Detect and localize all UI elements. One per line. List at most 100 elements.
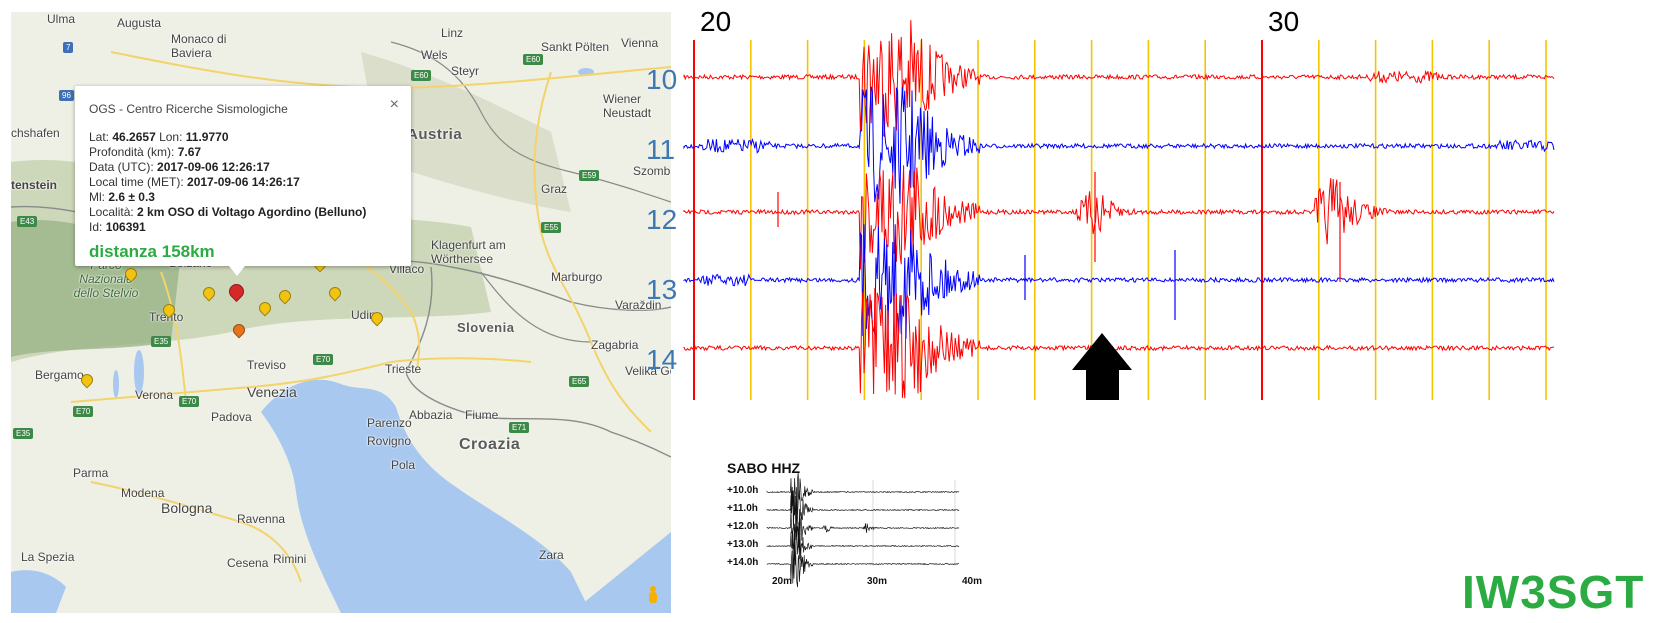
city-label: Treviso xyxy=(247,358,286,372)
distance-label: distanza 158km xyxy=(89,242,215,261)
city-label: Padova xyxy=(211,410,252,424)
minute-label: 30 xyxy=(1268,6,1300,37)
city-label: Wiener Neustadt xyxy=(603,92,652,120)
city-label: Steyr xyxy=(451,64,480,78)
inset-plot xyxy=(766,472,960,588)
road-shield: E35 xyxy=(151,336,172,347)
seismic-trace xyxy=(683,165,1555,270)
hour-label: 10 xyxy=(646,64,678,95)
popup-key: Data (UTC): xyxy=(89,160,158,174)
popup-value: 46.2657 xyxy=(112,130,156,144)
city-label: Varaždin xyxy=(615,298,662,312)
hour-label: 14 xyxy=(646,344,678,375)
city-label: Velika Gor xyxy=(625,364,671,378)
popup-key: Profondità (km): xyxy=(89,145,178,159)
city-label: Wels xyxy=(421,48,448,62)
popup-row: Ml: 2.6 ± 0.3 xyxy=(89,190,155,204)
popup-row: Profondità (km): 7.67 xyxy=(89,145,201,159)
city-label: Parma xyxy=(73,466,109,480)
station-callsign: IW3SGT xyxy=(1462,566,1645,618)
city-label: Rimini xyxy=(273,552,307,566)
popup-key: Località: xyxy=(89,205,138,219)
inset-row-label: +14.0h xyxy=(727,557,759,568)
seismogram-panel: 20 30 10 11 12 13 14 xyxy=(646,0,1655,440)
seismogram-plot xyxy=(683,20,1555,400)
minute-label: 20 xyxy=(700,6,732,37)
city-label: tenstein xyxy=(11,178,58,192)
city-label: Augusta xyxy=(117,16,162,30)
map-panel[interactable]: Ulma Augusta Monaco di Baviera Linz Sank… xyxy=(11,12,671,613)
popup-row: Local time (MET): 2017-09-06 14:26:17 xyxy=(89,175,300,189)
event-info-popup: OGS - Centro Ricerche Sismologiche × Lat… xyxy=(75,86,411,276)
inset-title: SABO HHZ xyxy=(727,460,801,476)
inset-helicorder: SABO HHZ +10.0h +11.0h +12.0h +13.0h +14… xyxy=(727,458,987,608)
city-label: Verona xyxy=(135,388,174,402)
popup-key: Local time (MET): xyxy=(89,175,188,189)
popup-title: OGS - Centro Ricerche Sismologiche xyxy=(89,102,288,116)
road-shield: 7 xyxy=(63,42,74,53)
inset-x-label: 20m xyxy=(772,576,793,587)
popup-key: Lon: xyxy=(155,130,186,144)
seismic-trace xyxy=(683,20,1555,138)
popup-key: Lat: xyxy=(89,130,113,144)
city-label: Marburgo xyxy=(551,270,603,284)
road-shield: E71 xyxy=(509,422,530,433)
popup-pointer xyxy=(229,266,245,276)
city-label: Klagenfurt am Wörthersee xyxy=(431,238,506,266)
inset-x-label: 40m xyxy=(962,576,983,587)
seismic-trace xyxy=(683,86,1555,204)
popup-row: Lat: 46.2657 Lon: 11.9770 xyxy=(89,130,229,144)
popup-value: 2017-09-06 12:26:17 xyxy=(157,160,270,174)
road-shield: E70 xyxy=(179,396,200,407)
city-label: Ulma xyxy=(47,12,76,26)
country-label-croazia: Croazia xyxy=(459,436,521,453)
inset-trace xyxy=(766,549,959,588)
popup-key: Id: xyxy=(89,220,106,234)
popup-value: 2017-09-06 14:26:17 xyxy=(187,175,300,189)
city-label: Zara xyxy=(539,548,564,562)
city-label: Trento xyxy=(149,310,184,324)
popup-row: Id: 106391 xyxy=(89,220,146,234)
inset-row-label: +13.0h xyxy=(727,539,759,550)
popup-key: Ml: xyxy=(89,190,109,204)
inset-row-label: +12.0h xyxy=(727,521,759,532)
popup-value: 2.6 ± 0.3 xyxy=(108,190,155,204)
city-label: Parenzo xyxy=(367,416,412,430)
popup-row: Località: 2 km OSO di Voltago Agordino (… xyxy=(89,205,366,219)
seismic-trace xyxy=(683,224,1555,339)
city-label: Rovigno xyxy=(367,434,412,448)
road-shield: E65 xyxy=(569,376,590,387)
city-label: Pola xyxy=(391,458,416,472)
city-label: Modena xyxy=(121,486,165,500)
road-shield: E60 xyxy=(411,70,432,81)
city-label: Szomba xyxy=(633,164,671,178)
hour-label: 12 xyxy=(646,204,678,235)
road-shield: E43 xyxy=(17,216,38,227)
city-label: Bergamo xyxy=(35,368,84,382)
road-shield: E70 xyxy=(313,354,334,365)
close-icon[interactable]: × xyxy=(389,96,399,113)
inset-trace xyxy=(766,487,960,533)
popup-value: 106391 xyxy=(105,220,146,234)
city-label: Graz xyxy=(541,182,568,196)
road-shield: E35 xyxy=(13,428,34,439)
city-label: Bologna xyxy=(161,500,213,516)
road-shield: E55 xyxy=(541,222,562,233)
country-label-slovenia: Slovenia xyxy=(457,320,515,335)
city-label: Vienna xyxy=(621,36,659,50)
street-view-pegman-icon[interactable] xyxy=(647,586,659,604)
country-label-austria: Austria xyxy=(407,126,463,143)
arrow-indicator xyxy=(1072,333,1132,400)
hour-label: 11 xyxy=(646,134,676,165)
city-label: chshafen xyxy=(11,126,60,140)
city-label: La Spezia xyxy=(21,550,75,564)
inset-row-label: +10.0h xyxy=(727,485,759,496)
inset-x-label: 30m xyxy=(867,576,888,587)
inset-trace xyxy=(766,521,960,566)
popup-value: 2 km OSO di Voltago Agordino (Belluno) xyxy=(137,205,367,219)
city-label: Monaco di Baviera xyxy=(171,32,227,60)
city-label: Abbazia xyxy=(409,408,453,422)
popup-row: Data (UTC): 2017-09-06 12:26:17 xyxy=(89,160,270,174)
city-label: Venezia xyxy=(247,384,297,400)
city-label: Fiume xyxy=(465,408,499,422)
